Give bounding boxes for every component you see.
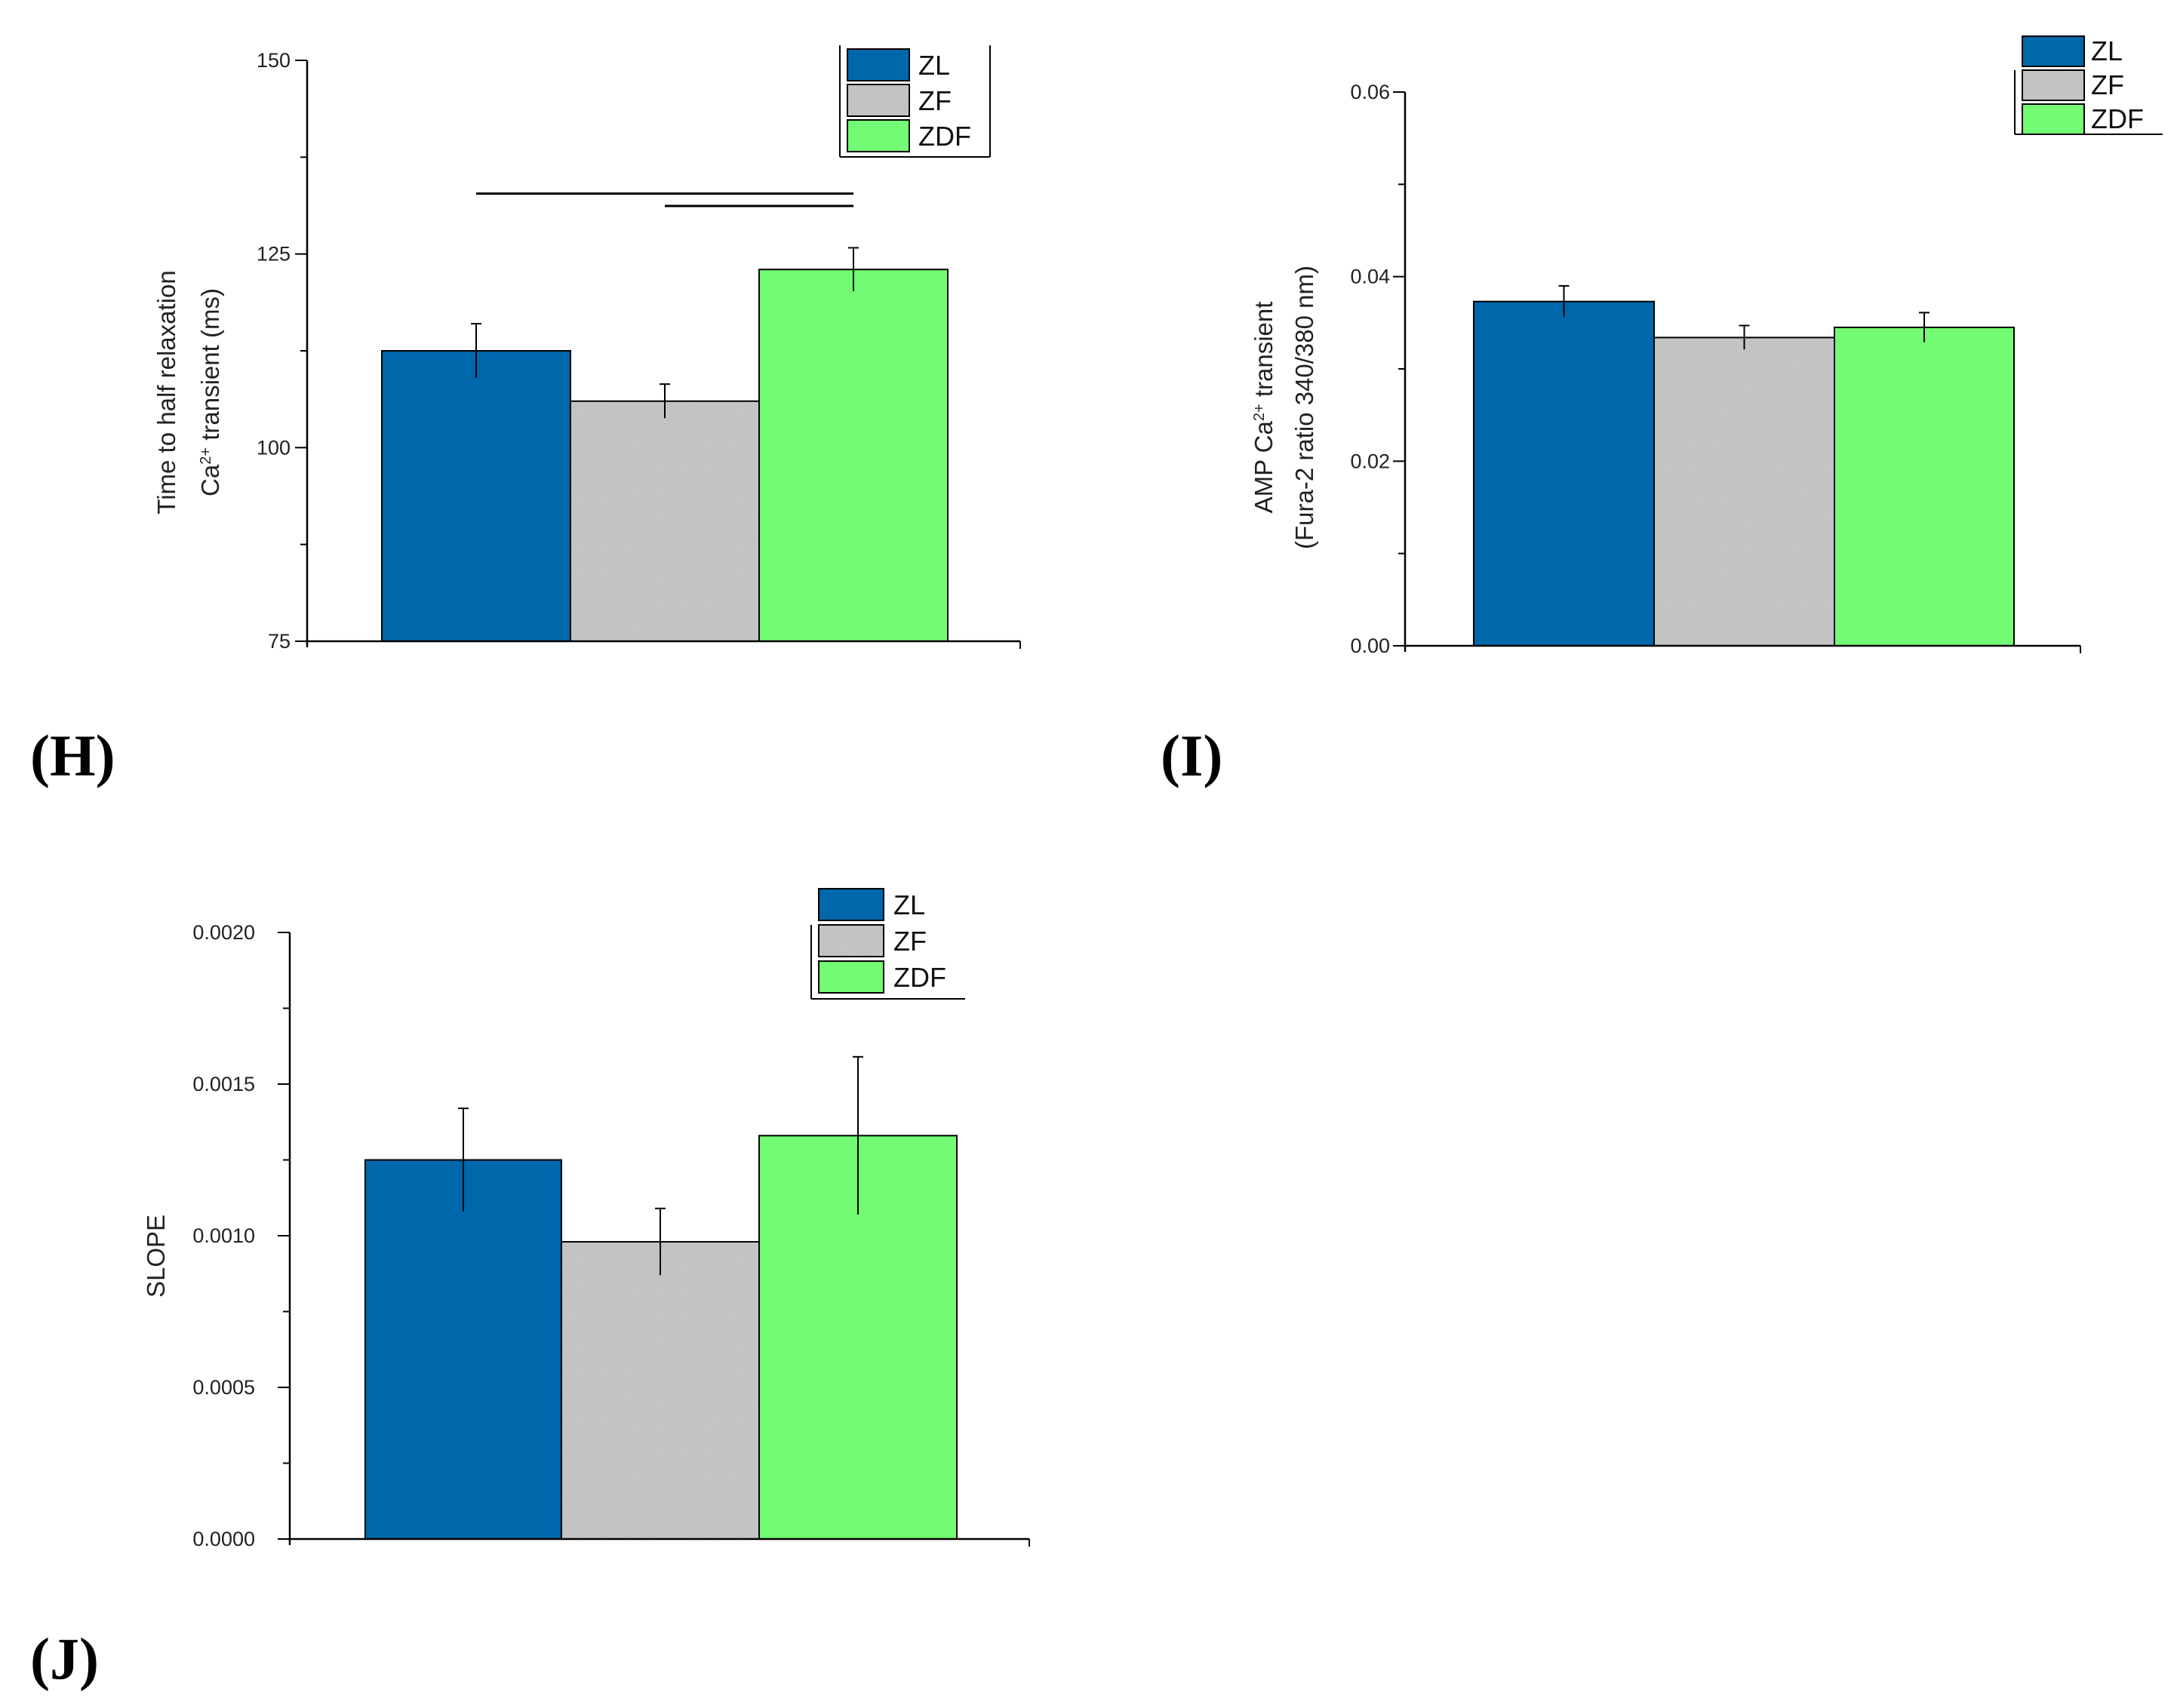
panel-label: (I) xyxy=(1161,723,1222,788)
y-tick-label: 0.04 xyxy=(1350,266,1390,288)
legend-swatch-zdf xyxy=(847,119,910,152)
plot-area: 0.0000 0.0005 0.0010 0.0015 0.0020 SLOPE xyxy=(142,921,1030,1550)
legend-swatch-zl xyxy=(847,48,910,81)
legend-swatch-zf xyxy=(818,924,884,957)
legend-label-zdf: ZDF xyxy=(893,962,946,993)
y-tick-label: 0.0000 xyxy=(192,1528,255,1550)
legend-label-zdf: ZDF xyxy=(2091,103,2144,134)
legend: ZL ZF ZDF xyxy=(810,888,965,1000)
y-tick-label: 75 xyxy=(268,630,291,653)
legend-label-zf: ZF xyxy=(893,926,927,957)
legend-swatch-zdf xyxy=(818,960,884,994)
chart-panel-j: 0.0000 0.0005 0.0010 0.0015 0.0020 SLOPE ZL ZF… xyxy=(30,888,1030,1691)
legend: ZL ZF ZDF xyxy=(839,45,991,158)
bar-zf xyxy=(570,400,760,642)
chart-panel-h: 75 100 125 150 Time to half relaxation Ca2+ t… xyxy=(30,45,1021,788)
y-axis-title: SLOPE xyxy=(142,1215,170,1298)
legend-label-zl: ZL xyxy=(2091,35,2123,66)
y-axis-title: Ca2+ transient (ms) xyxy=(196,288,224,496)
y-tick-label: 0.02 xyxy=(1350,450,1390,472)
y-tick-label: 0.06 xyxy=(1350,81,1390,103)
bar-zl xyxy=(381,350,571,642)
y-tick-label: 0.0015 xyxy=(192,1073,255,1095)
bar-zdf xyxy=(758,269,949,642)
legend-label-zdf: ZDF xyxy=(918,121,971,152)
y-axis-title: (Fura-2 ratio 340/380 nm) xyxy=(1290,266,1318,549)
panel-label: (J) xyxy=(30,1626,99,1691)
y-tick-label: 0.0020 xyxy=(192,921,255,944)
y-tick-label: 0.0010 xyxy=(192,1224,255,1247)
legend-label-zl: ZL xyxy=(918,50,950,81)
y-tick-label: 0.00 xyxy=(1350,634,1390,657)
y-tick-label: 150 xyxy=(257,49,291,72)
chart-panel-i: 0.00 0.02 0.04 0.06 AMP Ca2+ transient (Fura-… xyxy=(1161,35,2163,788)
plot-area: 0.00 0.02 0.04 0.06 AMP Ca2+ transient (Fura-… xyxy=(1250,81,2081,657)
y-tick-label: 0.0005 xyxy=(192,1376,255,1399)
y-axis-title: AMP Ca2+ transient xyxy=(1250,302,1278,514)
panel-label: (H) xyxy=(30,723,115,788)
legend-swatch-zf xyxy=(2022,69,2085,101)
legend-swatch-zl xyxy=(818,888,884,921)
bar-zl xyxy=(1473,300,1655,647)
plot-area: 75 100 125 150 Time to half relaxation Ca2+ t… xyxy=(152,49,1021,653)
y-tick-label: 125 xyxy=(257,243,291,266)
bar-zdf xyxy=(1834,326,2015,647)
legend-swatch-zl xyxy=(2022,35,2085,67)
legend-label-zf: ZF xyxy=(2091,69,2124,100)
y-axis-title: Time to half relaxation xyxy=(152,270,180,514)
y-tick-label: 100 xyxy=(257,436,291,459)
bar-zf xyxy=(1653,336,1835,647)
bar-zl xyxy=(364,1159,562,1540)
legend-label-zl: ZL xyxy=(893,889,925,920)
legend-label-zf: ZF xyxy=(918,85,952,116)
legend-swatch-zdf xyxy=(2022,103,2085,135)
legend-swatch-zf xyxy=(847,84,910,117)
bar-zf xyxy=(561,1241,760,1541)
